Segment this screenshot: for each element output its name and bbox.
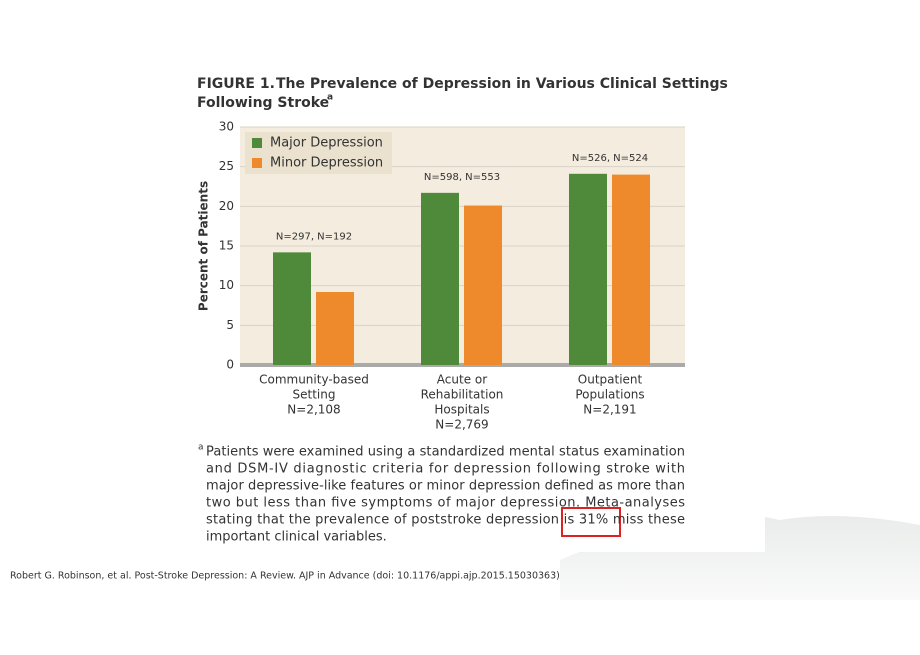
x-tick-label: Hospitals [434,403,489,417]
annotation: N=297, N=192 [276,231,352,242]
x-tick-label: N=2,191 [583,403,636,417]
y-axis-label: Percent of Patients [197,181,211,311]
chart-title: Following Stroke [197,95,329,111]
x-tick-label: N=2,769 [435,418,488,432]
legend-label: Minor Depression [270,156,383,171]
annotation: N=598, N=553 [424,172,500,183]
footnote-line: important clinical variables. [206,530,387,545]
bar [421,192,459,365]
x-tick-label: Setting [293,388,336,402]
y-tick-label: 20 [219,199,234,213]
x-tick-label: Community-based [259,373,369,387]
legend-label: Major Depression [270,136,383,151]
x-tick-label: Acute or [437,373,487,387]
bar [569,173,607,365]
citation: Robert G. Robinson, et al. Post-Stroke D… [10,571,560,582]
footnote-line: stating that the prevalence of poststrok… [206,513,685,528]
legend-box [245,132,392,174]
y-tick-label: 30 [219,120,234,134]
x-tick-label: Rehabilitation [421,388,504,402]
footnote-line: two but less than five symptoms of major… [206,496,685,511]
y-tick-label: 10 [219,278,234,292]
y-tick-label: 15 [219,239,234,253]
legend-swatch [252,138,262,148]
footnote-marker: a [198,443,204,453]
bar [464,205,502,365]
y-tick-label: 0 [226,358,234,372]
title-note: a [327,93,333,103]
legend-swatch [252,158,262,168]
highlight-box [561,507,621,537]
footnote-line: Patients were examined using a standardi… [206,445,685,460]
x-tick-label: Outpatient [578,373,643,387]
bar [273,252,311,365]
y-tick-label: 25 [219,159,234,173]
bar [316,292,354,365]
footnote-line: and DSM-IV diagnostic criteria for depre… [206,462,685,477]
footnote-line: major depressive-like features or minor … [206,479,685,494]
y-tick-label: 5 [226,318,234,332]
bar [612,174,650,365]
x-tick-label: Populations [575,388,644,402]
annotation: N=526, N=524 [572,153,648,164]
chart-title: The Prevalence of Depression in Various … [276,76,728,92]
x-tick-label: N=2,108 [287,403,340,417]
figure-label: FIGURE 1. [197,76,275,92]
